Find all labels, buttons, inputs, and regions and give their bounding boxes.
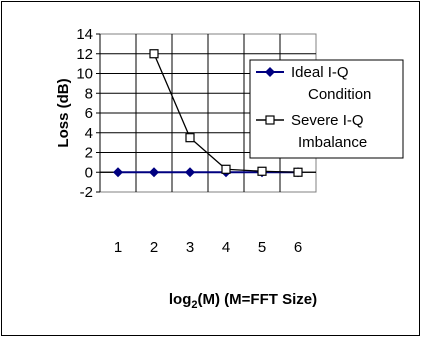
- legend-label-severe-line2: Imbalance: [298, 134, 367, 151]
- data-point-severe: [221, 164, 231, 174]
- y-tick-label: 12: [76, 46, 93, 63]
- data-point-severe: [149, 49, 159, 59]
- data-point-ideal: [149, 167, 159, 178]
- legend-marker-ideal: [265, 67, 275, 77]
- x-tick-label: 3: [186, 239, 194, 256]
- x-tick-label: 4: [222, 239, 230, 256]
- series-layer: [113, 49, 303, 178]
- data-point-severe: [185, 133, 195, 143]
- legend-label-ideal-line1: Ideal I-Q: [291, 64, 349, 81]
- legend-label-severe-line1: Severe I-Q: [291, 112, 364, 129]
- data-point-ideal: [113, 167, 123, 178]
- data-point-severe: [257, 166, 267, 176]
- y-tick-label: 4: [85, 125, 93, 142]
- y-axis-title: Loss (dB): [55, 78, 72, 147]
- y-tick-label: 6: [85, 105, 93, 122]
- legend-box: [249, 59, 404, 159]
- x-tick-label: 1: [114, 239, 122, 256]
- y-tick-label: 0: [85, 164, 93, 181]
- y-tick-label: 8: [85, 85, 93, 102]
- legend-marker-severe: [265, 115, 275, 125]
- legend: Ideal I-Q Condition Severe I-Q Imbalance: [249, 59, 404, 159]
- y-tick-label: 2: [85, 145, 93, 162]
- y-tick-label: 10: [76, 66, 93, 83]
- y-tick-label: 14: [76, 26, 93, 43]
- x-axis-title: log2(M) (M=FFT Size): [169, 291, 317, 311]
- legend-label-ideal-line2: Condition: [308, 86, 371, 103]
- y-tick-label: -2: [80, 184, 93, 201]
- data-point-ideal: [185, 167, 195, 178]
- data-point-severe: [293, 167, 303, 177]
- x-tick-label: 5: [258, 239, 266, 256]
- x-tick-label: 6: [294, 239, 302, 256]
- x-tick-label: 2: [150, 239, 158, 256]
